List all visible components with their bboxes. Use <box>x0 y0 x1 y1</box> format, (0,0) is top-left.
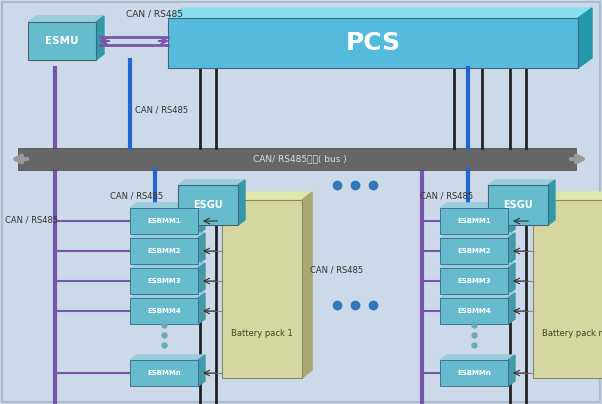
Polygon shape <box>440 360 508 386</box>
Polygon shape <box>533 192 602 200</box>
Polygon shape <box>548 180 555 225</box>
Polygon shape <box>508 233 515 264</box>
Polygon shape <box>18 148 576 170</box>
Polygon shape <box>198 203 205 234</box>
Polygon shape <box>302 192 312 378</box>
Polygon shape <box>222 200 302 378</box>
Text: ESBMM2: ESBMM2 <box>458 248 491 254</box>
Polygon shape <box>222 192 312 200</box>
Polygon shape <box>198 293 205 324</box>
Polygon shape <box>178 180 245 185</box>
Text: Battery pack 1: Battery pack 1 <box>231 329 293 338</box>
Polygon shape <box>508 293 515 324</box>
Polygon shape <box>238 180 245 225</box>
Text: ESBMMn: ESBMMn <box>147 370 181 376</box>
Text: CAN / RS485: CAN / RS485 <box>310 265 363 274</box>
Text: ESGU: ESGU <box>503 200 533 210</box>
Polygon shape <box>198 263 205 294</box>
Polygon shape <box>508 263 515 294</box>
Polygon shape <box>508 355 515 386</box>
Polygon shape <box>488 180 555 185</box>
Text: ESMU: ESMU <box>45 36 79 46</box>
Text: CAN / RS485: CAN / RS485 <box>126 10 184 19</box>
Polygon shape <box>130 208 198 234</box>
Polygon shape <box>178 185 238 225</box>
Text: ESGU: ESGU <box>193 200 223 210</box>
Polygon shape <box>130 293 205 298</box>
Polygon shape <box>96 16 104 60</box>
Polygon shape <box>130 233 205 238</box>
Text: CAN / RS485: CAN / RS485 <box>5 215 58 225</box>
Polygon shape <box>508 203 515 234</box>
Polygon shape <box>198 233 205 264</box>
Text: CAN/ RS485总线( bus ): CAN/ RS485总线( bus ) <box>253 154 347 164</box>
Text: PCS: PCS <box>346 31 400 55</box>
Text: ESBMM2: ESBMM2 <box>147 248 181 254</box>
Polygon shape <box>130 360 198 386</box>
Text: ESBMM1: ESBMM1 <box>147 218 181 224</box>
Polygon shape <box>440 208 508 234</box>
Text: CAN / RS485: CAN / RS485 <box>110 191 163 200</box>
Text: ESBMM3: ESBMM3 <box>457 278 491 284</box>
Polygon shape <box>168 8 592 18</box>
Text: ESBMM4: ESBMM4 <box>147 308 181 314</box>
Polygon shape <box>440 293 515 298</box>
Polygon shape <box>28 16 104 22</box>
Polygon shape <box>440 233 515 238</box>
Text: ESBMM3: ESBMM3 <box>147 278 181 284</box>
Polygon shape <box>488 185 548 225</box>
Polygon shape <box>130 238 198 264</box>
Polygon shape <box>130 298 198 324</box>
Polygon shape <box>198 355 205 386</box>
Polygon shape <box>578 8 592 68</box>
Text: CAN / RS485: CAN / RS485 <box>135 105 188 114</box>
Polygon shape <box>440 238 508 264</box>
Polygon shape <box>440 263 515 268</box>
Polygon shape <box>440 203 515 208</box>
Text: ESBMM4: ESBMM4 <box>457 308 491 314</box>
Polygon shape <box>130 355 205 360</box>
Polygon shape <box>440 298 508 324</box>
Polygon shape <box>168 18 578 68</box>
Text: Battery pack n: Battery pack n <box>542 329 602 338</box>
Text: ESBMM1: ESBMM1 <box>457 218 491 224</box>
Polygon shape <box>533 200 602 378</box>
Text: CAN / RS485: CAN / RS485 <box>420 191 473 200</box>
Polygon shape <box>130 268 198 294</box>
Polygon shape <box>440 268 508 294</box>
Polygon shape <box>130 263 205 268</box>
Polygon shape <box>130 203 205 208</box>
Polygon shape <box>440 355 515 360</box>
Text: ESBMMn: ESBMMn <box>457 370 491 376</box>
Polygon shape <box>28 22 96 60</box>
